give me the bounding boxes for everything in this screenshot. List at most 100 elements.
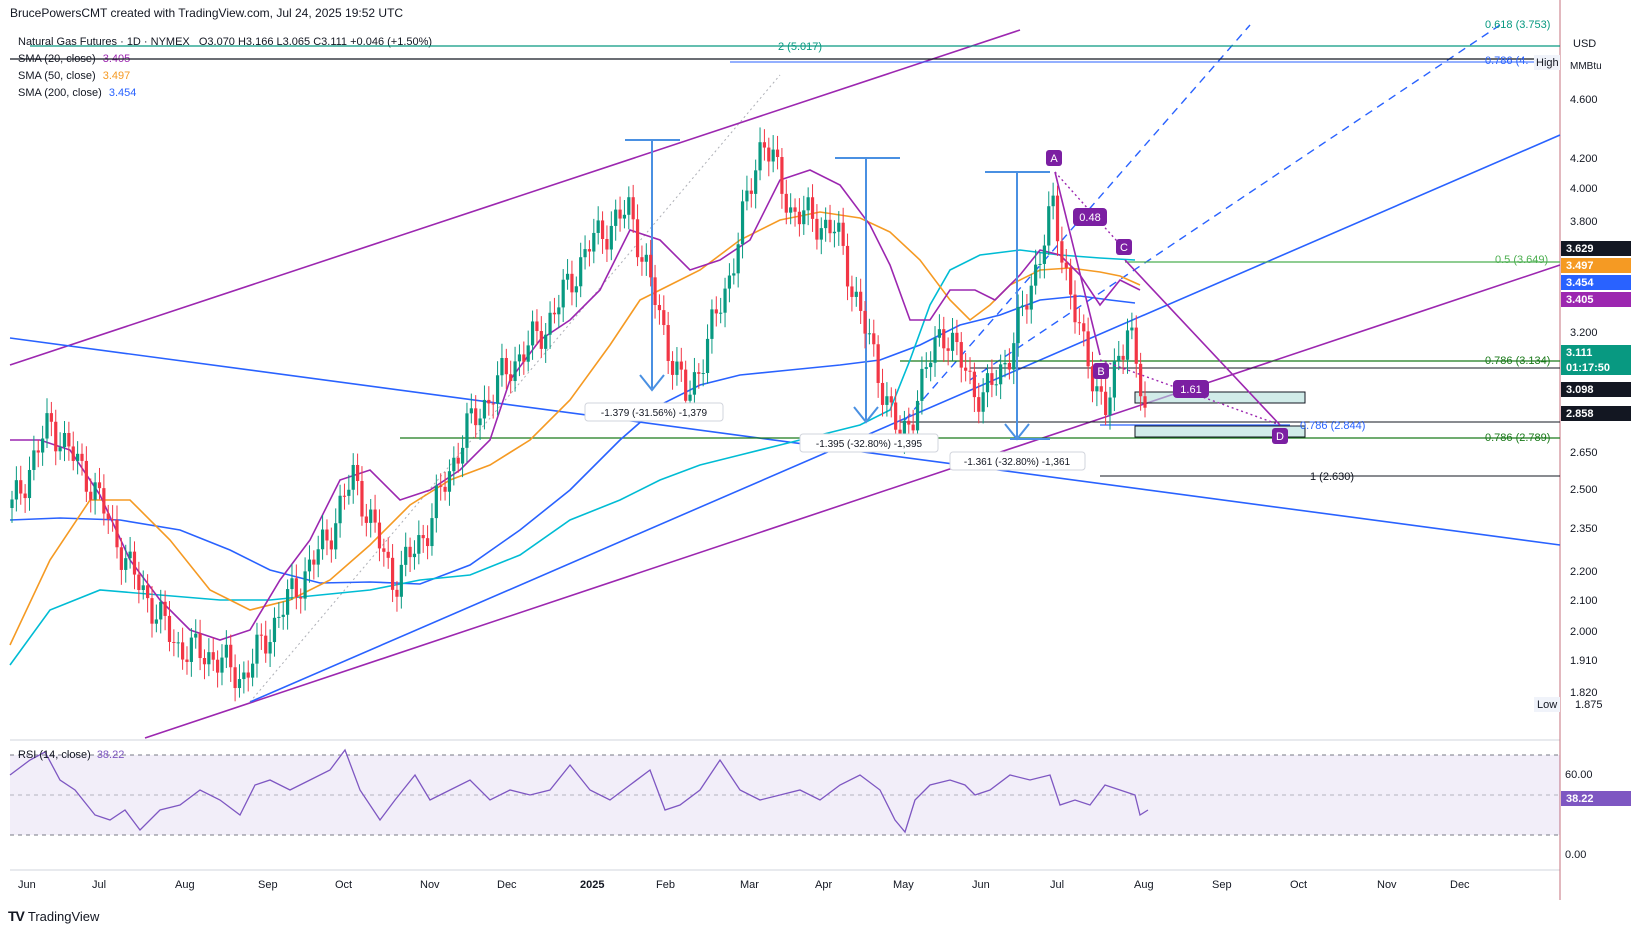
time-tick: Feb	[656, 879, 675, 891]
price-tick: 2.000	[1570, 626, 1598, 638]
dashed-channel-2	[969, 24, 1501, 381]
tradingview-logo-icon: TV	[8, 908, 25, 924]
candle	[316, 535, 320, 578]
time-tick: Jun	[972, 879, 990, 891]
candle	[968, 357, 972, 385]
harmonic-leg-cd	[1124, 259, 1281, 426]
candle	[185, 646, 189, 675]
candle	[640, 245, 644, 276]
candle	[522, 341, 526, 375]
sma50-row[interactable]: SMA (50, close) 3.497	[18, 68, 432, 85]
candle	[465, 402, 469, 463]
sma20-line	[10, 169, 1141, 641]
candle	[841, 207, 845, 255]
candle	[622, 199, 627, 229]
pattern-point-b[interactable]: B	[1093, 363, 1109, 379]
candle	[1034, 249, 1038, 295]
candle	[369, 498, 373, 538]
low-value: 1.875	[1575, 699, 1603, 711]
tradingview-footer[interactable]: TV TradingView	[8, 908, 99, 924]
measure-label-1: -1.379 (-31.56%) -1,379	[584, 402, 724, 422]
axis-currency: USD	[1573, 38, 1596, 50]
pattern-point-c[interactable]: C	[1116, 239, 1132, 255]
candle	[670, 351, 675, 390]
candle	[71, 431, 75, 471]
pattern-ratio-2[interactable]: 1.61	[1173, 380, 1209, 398]
candle	[867, 318, 872, 345]
candle	[246, 660, 250, 692]
candle	[141, 570, 145, 600]
candle	[342, 483, 347, 510]
candle	[736, 232, 740, 288]
price-tick: 2.100	[1570, 595, 1598, 607]
candle	[745, 175, 749, 211]
candle	[198, 619, 202, 671]
price-tag: 3.111	[1561, 345, 1631, 360]
candle	[710, 299, 714, 354]
candle	[1029, 273, 1033, 324]
svg-text:High: High	[1536, 57, 1559, 69]
sma200-row[interactable]: SMA (200, close) 3.454	[18, 85, 432, 102]
candle	[412, 540, 417, 570]
candle	[570, 260, 574, 306]
fib-label-top: 0.618 (3.753)	[1485, 19, 1550, 31]
time-tick: Jul	[1050, 879, 1064, 891]
time-tick: Jun	[18, 879, 36, 891]
candle	[181, 627, 185, 670]
candle	[845, 233, 850, 301]
candle	[211, 637, 215, 672]
candle	[530, 310, 535, 360]
candle	[513, 346, 517, 392]
candle	[657, 294, 662, 325]
candle	[627, 186, 631, 230]
svg-text:3.497: 3.497	[1566, 260, 1594, 272]
target-zone-1	[1134, 391, 1306, 404]
candle	[749, 178, 753, 208]
candle	[272, 607, 277, 657]
candle	[417, 520, 421, 565]
candle	[1143, 381, 1147, 418]
chart-attribution: BrucePowersCMT created with TradingView.…	[10, 6, 404, 20]
rsi-legend[interactable]: RSI (14, close) 38.22	[18, 749, 124, 761]
rsi-value: 38.22	[96, 749, 125, 761]
pattern-ratio-1[interactable]: 0.48	[1073, 208, 1107, 226]
candle	[1069, 258, 1073, 310]
candle	[106, 504, 110, 534]
price-tick: 2.350	[1570, 523, 1598, 535]
candle	[793, 198, 797, 227]
candle	[933, 326, 937, 377]
candle	[303, 557, 307, 611]
candle	[469, 393, 473, 424]
fib-label-ext2: 2 (5.017)	[778, 41, 822, 53]
time-tick: May	[893, 879, 914, 891]
candle	[517, 344, 522, 377]
candle	[250, 648, 255, 687]
candle	[390, 544, 395, 603]
price-tick: 3.200	[1570, 327, 1598, 339]
candle	[985, 364, 990, 408]
candle	[1112, 348, 1116, 412]
pattern-point-a[interactable]: A	[1046, 150, 1062, 166]
candle	[697, 363, 701, 389]
fib-label-1: 1 (2.630)	[1310, 471, 1354, 483]
candle	[421, 524, 425, 553]
price-tag: 3.497	[1561, 258, 1631, 273]
candle	[478, 408, 482, 440]
candle	[294, 564, 298, 610]
upper-channel-line	[9, 29, 1021, 366]
price-tick: 2.500	[1570, 484, 1598, 496]
candle	[128, 536, 132, 569]
candle	[828, 204, 832, 243]
time-tick: Dec	[497, 879, 517, 891]
symbol-row[interactable]: Natural Gas Futures · 1D · NYMEX O3.070 …	[18, 34, 432, 51]
candle	[36, 440, 40, 468]
candle	[439, 473, 443, 501]
candle	[942, 316, 946, 363]
measure-label-3: -1.361 (-32.80%) -1,361	[949, 451, 1086, 471]
pattern-point-d[interactable]: D	[1272, 428, 1288, 444]
candle	[299, 588, 303, 614]
candle	[596, 206, 600, 245]
candle	[443, 471, 447, 501]
candle	[377, 509, 382, 562]
